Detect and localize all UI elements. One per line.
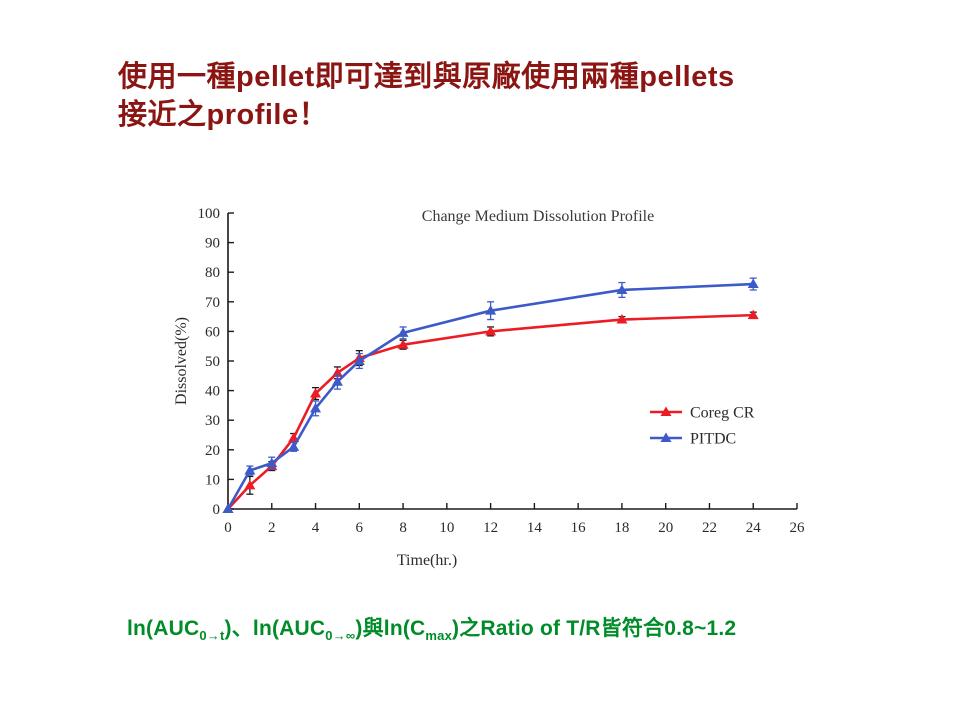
slide-title-line1: 使用一種pellet即可達到與原廠使用兩種pellets [118, 61, 735, 93]
dissolution-chart: 0 2 4 6 8 10 12 14 16 18 20 22 24 2601020304050607080… [173, 206, 806, 569]
axis-lines [227, 213, 797, 510]
y-tick-label: 40 [205, 384, 220, 400]
x-axis-label: Time(hr.) [397, 552, 457, 569]
triangle-marker [485, 305, 497, 315]
triangle-marker [397, 339, 409, 349]
x-tick-label: 24 [746, 520, 762, 536]
footer-subscript: max [425, 628, 453, 643]
y-tick-label: 20 [205, 443, 220, 459]
x-tick-label: 10 [439, 520, 454, 536]
x-tick-label: 20 [658, 520, 673, 536]
triangle-marker [310, 388, 322, 398]
triangle-marker [244, 479, 256, 490]
triangle-marker [244, 465, 256, 475]
x-tick-label: 4 [312, 520, 320, 536]
triangle-marker [222, 503, 234, 513]
x-tick-label: 14 [527, 520, 543, 536]
y-tick-label: 60 [205, 324, 220, 340]
y-tick-label: 70 [205, 295, 220, 311]
x-tick-label: 22 [702, 520, 717, 536]
legend-marker [660, 432, 672, 442]
triangle-marker [288, 441, 300, 451]
triangle-marker [485, 325, 497, 336]
footer-text: ln(AUC [127, 617, 200, 640]
footer-subscript: 0→t [199, 628, 225, 643]
footer-text: )、ln(AUC [224, 617, 326, 640]
triangle-marker [616, 284, 628, 294]
x-tick-label: 26 [790, 520, 806, 536]
y-tick-label: 30 [205, 413, 220, 429]
x-tick-label: 18 [614, 520, 629, 536]
legend-label: Coreg CR [690, 405, 755, 422]
triangle-marker [310, 402, 322, 413]
footer-text: )之Ratio of T/R皆符合0.8~1.2 [452, 617, 737, 640]
x-tick-label: 0 [224, 520, 232, 536]
y-tick-label: 50 [205, 354, 220, 370]
legend-marker [660, 406, 672, 416]
y-tick-label: 0 [213, 502, 221, 518]
y-tick-label: 10 [205, 472, 220, 488]
triangle-marker [616, 314, 628, 324]
footer-subscript: 0→∞ [325, 628, 356, 643]
slide-title: 使用一種pellet即可達到與原廠使用兩種pellets 接近之profile！ [118, 58, 848, 135]
x-tick-label: 6 [356, 520, 364, 536]
triangle-marker [397, 327, 409, 337]
triangle-marker [353, 355, 365, 365]
footer-statement: ln(AUC0→t)、ln(AUC0→∞)與ln(Cmax)之Ratio of … [127, 612, 736, 643]
slide-title-line2: 接近之profile！ [118, 99, 329, 132]
triangle-marker [747, 309, 759, 320]
legend-label: PITDC [690, 431, 736, 448]
x-tick-label: 16 [571, 520, 587, 536]
triangle-marker [266, 457, 278, 468]
footer-text: )與ln(C [355, 617, 426, 640]
x-tick-label: 2 [268, 520, 276, 536]
x-tick-label: 12 [483, 520, 498, 536]
x-tick-label: 8 [399, 520, 407, 536]
y-axis-label: Dissolved(%) [173, 317, 190, 405]
chart-title: Change Medium Dissolution Profile [422, 208, 654, 225]
y-tick-label: 80 [205, 265, 220, 281]
y-tick-label: 100 [198, 206, 221, 222]
triangle-marker [331, 376, 343, 386]
triangle-marker [747, 278, 759, 289]
y-tick-label: 90 [205, 236, 220, 252]
